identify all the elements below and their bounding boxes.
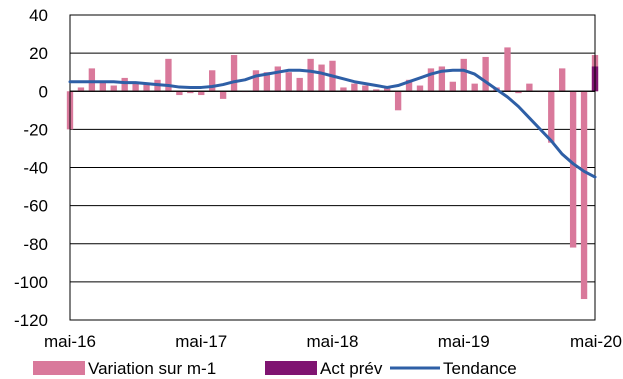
variation-bar bbox=[176, 91, 183, 96]
variation-bar bbox=[307, 58, 314, 92]
variation-bar bbox=[165, 58, 172, 92]
variation-bar bbox=[427, 68, 435, 92]
variation-bar bbox=[569, 91, 577, 248]
variation-bar bbox=[132, 81, 139, 92]
variation-bar bbox=[121, 77, 128, 92]
variation-bar bbox=[548, 91, 555, 143]
tendance-line bbox=[68, 68, 597, 179]
y-tick-label: 40 bbox=[29, 6, 48, 25]
trend-line bbox=[68, 68, 597, 179]
variation-bar bbox=[209, 70, 216, 92]
variation-bar bbox=[515, 91, 522, 94]
x-tick-label: mai-19 bbox=[438, 332, 490, 351]
variation-bar bbox=[482, 56, 489, 92]
y-tick-label: -40 bbox=[23, 159, 48, 178]
x-tick-label: mai-18 bbox=[307, 332, 359, 351]
variation-bar bbox=[559, 68, 566, 92]
variation-bar bbox=[405, 79, 413, 92]
variation-bar bbox=[504, 47, 511, 92]
legend-swatch bbox=[265, 361, 317, 375]
variation-bar bbox=[373, 89, 380, 92]
variation-bar bbox=[274, 66, 281, 92]
y-axis-ticks: 40 20 0 -20 -40 -60 -80 -100 -120 bbox=[14, 6, 48, 330]
legend-swatch bbox=[33, 361, 85, 375]
legend-label: Tendance bbox=[443, 359, 517, 378]
variation-bar bbox=[394, 91, 402, 111]
variation-bar bbox=[285, 72, 292, 92]
y-tick-label: -20 bbox=[23, 120, 48, 139]
variation-bar bbox=[230, 55, 238, 92]
x-tick-label: mai-20 bbox=[570, 332, 622, 351]
y-tick-label: 0 bbox=[39, 82, 48, 101]
variation-bar bbox=[99, 81, 106, 92]
x-axis-ticks: mai-16 mai-17 mai-18 mai-19 mai-20 bbox=[44, 332, 622, 351]
variation-bar bbox=[187, 91, 194, 94]
variation-bar bbox=[263, 72, 271, 92]
variation-bar bbox=[143, 83, 150, 92]
x-tick-label: mai-17 bbox=[175, 332, 227, 351]
legend-label: Act prév bbox=[320, 359, 383, 378]
legend-label: Variation sur m-1 bbox=[88, 359, 216, 378]
variation-bar bbox=[340, 87, 347, 92]
variation-bar bbox=[449, 81, 456, 92]
variation-bar bbox=[526, 83, 533, 92]
variation-bar bbox=[460, 58, 467, 92]
variation-bar bbox=[219, 91, 227, 99]
variation-bar bbox=[252, 70, 260, 92]
plot-border bbox=[69, 14, 596, 321]
variation-bar bbox=[416, 85, 424, 92]
y-tick-label: -60 bbox=[23, 197, 48, 216]
variation-bar bbox=[198, 91, 205, 96]
x-tick-label: mai-16 bbox=[44, 332, 96, 351]
variation-bar bbox=[351, 83, 358, 92]
variation-bar bbox=[77, 87, 85, 92]
y-tick-label: 20 bbox=[29, 44, 48, 63]
variation-bar bbox=[110, 85, 117, 92]
variation-bar bbox=[580, 91, 588, 300]
y-tick-label: -100 bbox=[14, 273, 48, 292]
legend: Variation sur m-1 Act prév Tendance bbox=[33, 359, 517, 378]
variation-bar bbox=[88, 68, 96, 92]
bar-marks bbox=[66, 47, 599, 300]
y-tick-label: -80 bbox=[23, 235, 48, 254]
variation-bar bbox=[318, 64, 325, 92]
variation-bar bbox=[362, 85, 369, 92]
variation-bar bbox=[384, 87, 391, 92]
y-tick-label: -120 bbox=[14, 311, 48, 330]
variation-bar bbox=[471, 83, 478, 92]
variation-bar bbox=[438, 66, 446, 92]
variation-bar bbox=[296, 77, 303, 92]
plot-frame bbox=[69, 14, 596, 321]
